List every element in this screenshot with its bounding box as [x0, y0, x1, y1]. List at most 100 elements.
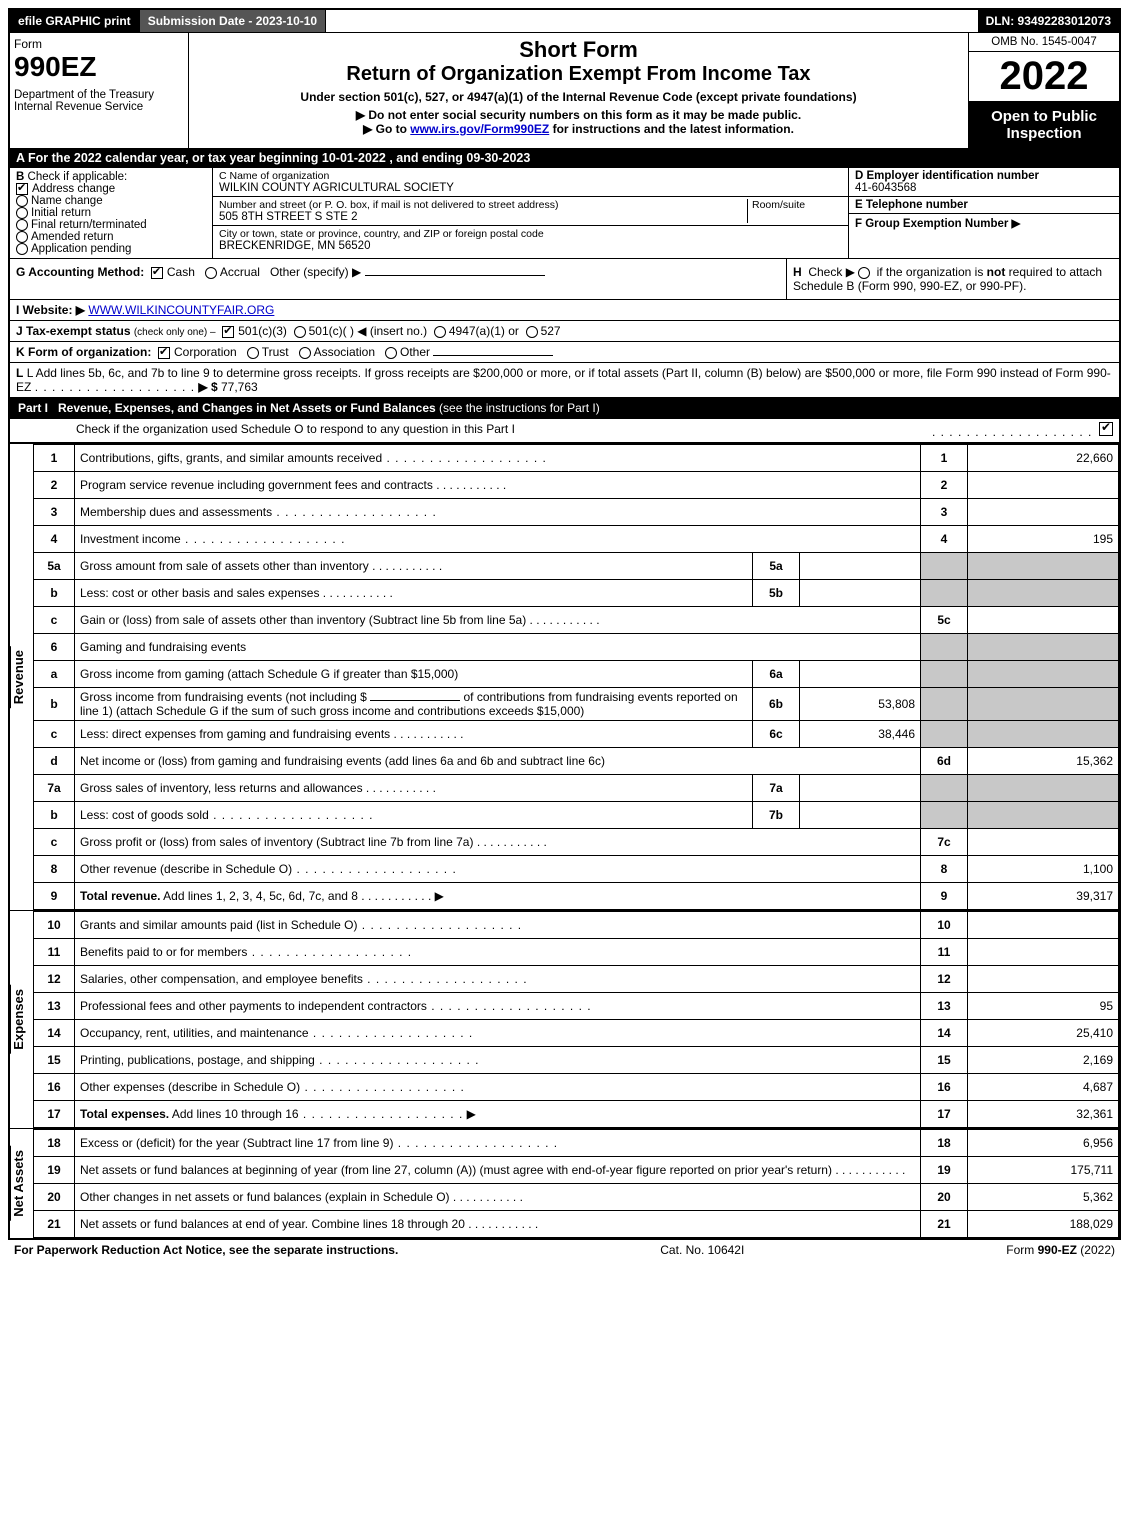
note-ssn: ▶ Do not enter social security numbers o… — [193, 108, 964, 122]
check-amended[interactable] — [16, 231, 28, 243]
line-7a: 7aGross sales of inventory, less returns… — [34, 775, 1119, 802]
netassets-section: Net Assets 18Excess or (deficit) for the… — [10, 1128, 1119, 1238]
subtitle: Under section 501(c), 527, or 4947(a)(1)… — [193, 90, 964, 104]
c-city-label: City or town, state or province, country… — [219, 228, 842, 240]
check-501c3[interactable] — [222, 326, 234, 338]
dept-treasury: Department of the Treasury — [14, 89, 184, 101]
initial-label: Initial return — [31, 207, 91, 219]
part1-title: Revenue, Expenses, and Changes in Net As… — [58, 401, 436, 415]
check-cash[interactable] — [151, 267, 163, 279]
check-assoc[interactable] — [299, 347, 311, 359]
part1-check-note: Check if the organization used Schedule … — [16, 422, 515, 436]
omb-number: OMB No. 1545-0047 — [969, 33, 1119, 52]
line-8: 8Other revenue (describe in Schedule O)8… — [34, 856, 1119, 883]
footer-right: Form 990-EZ (2022) — [1006, 1243, 1115, 1257]
dept-irs: Internal Revenue Service — [14, 101, 184, 113]
line-5b: bLess: cost or other basis and sales exp… — [34, 580, 1119, 607]
revenue-table: 1Contributions, gifts, grants, and simil… — [33, 444, 1119, 910]
line-6d: dNet income or (loss) from gaming and fu… — [34, 748, 1119, 775]
e-label: E Telephone number — [855, 199, 1113, 211]
check-h[interactable] — [858, 267, 870, 279]
website-link[interactable]: WWW.WILKINCOUNTYFAIR.ORG — [88, 303, 274, 317]
efile-label: efile GRAPHIC print — [10, 10, 140, 32]
check-pending[interactable] — [16, 243, 28, 255]
assoc-label: Association — [314, 345, 375, 359]
check-501c[interactable] — [294, 326, 306, 338]
line-14: 14Occupancy, rent, utilities, and mainte… — [34, 1020, 1119, 1047]
footer-left: For Paperwork Reduction Act Notice, see … — [14, 1243, 398, 1257]
other-label: Other — [400, 345, 430, 359]
check-trust[interactable] — [247, 347, 259, 359]
check-name-change[interactable] — [16, 195, 28, 207]
cash-label: Cash — [167, 265, 195, 279]
org-street: 505 8TH STREET S STE 2 — [219, 211, 747, 223]
line-13: 13Professional fees and other payments t… — [34, 993, 1119, 1020]
opt-527: 527 — [541, 324, 561, 338]
footer: For Paperwork Reduction Act Notice, see … — [8, 1240, 1121, 1260]
topbar: efile GRAPHIC print Submission Date - 20… — [10, 10, 1119, 32]
col-b: B Check if applicable: Address change Na… — [10, 168, 213, 258]
line-15: 15Printing, publications, postage, and s… — [34, 1047, 1119, 1074]
revenue-sidebar: Revenue — [10, 646, 33, 708]
line-2: 2Program service revenue including gover… — [34, 472, 1119, 499]
part1-check-row: Check if the organization used Schedule … — [10, 419, 1119, 443]
c-name-label: C Name of organization — [219, 170, 842, 182]
line-6: 6Gaming and fundraising events — [34, 634, 1119, 661]
line-6b: bGross income from fundraising events (n… — [34, 688, 1119, 721]
dln: DLN: 93492283012073 — [978, 10, 1119, 32]
netassets-table: 18Excess or (deficit) for the year (Subt… — [33, 1129, 1119, 1238]
part1-header: Part I Revenue, Expenses, and Changes in… — [10, 397, 1119, 419]
section-i: I Website: ▶ WWW.WILKINCOUNTYFAIR.ORG — [10, 300, 1119, 321]
org-city: BRECKENRIDGE, MN 56520 — [219, 240, 842, 252]
c-street-label: Number and street (or P. O. box, if mail… — [219, 199, 747, 211]
expenses-section: Expenses 10Grants and similar amounts pa… — [10, 910, 1119, 1128]
section-gh: G Accounting Method: Cash Accrual Other … — [10, 259, 1119, 300]
accrual-label: Accrual — [220, 265, 260, 279]
check-addr-change[interactable] — [16, 183, 28, 195]
d-label: D Employer identification number — [855, 170, 1113, 182]
form-container: efile GRAPHIC print Submission Date - 20… — [8, 8, 1121, 1240]
section-j: J Tax-exempt status (check only one) – 5… — [10, 321, 1119, 342]
section-a: A For the 2022 calendar year, or tax yea… — [10, 148, 1119, 168]
tax-year: 2022 — [969, 52, 1119, 102]
final-label: Final return/terminated — [31, 219, 147, 231]
line-21: 21Net assets or fund balances at end of … — [34, 1211, 1119, 1238]
header: Form 990EZ Department of the Treasury In… — [10, 32, 1119, 148]
check-final[interactable] — [16, 219, 28, 231]
line-10: 10Grants and similar amounts paid (list … — [34, 912, 1119, 939]
line-18: 18Excess or (deficit) for the year (Subt… — [34, 1130, 1119, 1157]
section-k: K Form of organization: Corporation Trus… — [10, 342, 1119, 363]
org-name: WILKIN COUNTY AGRICULTURAL SOCIETY — [219, 182, 842, 194]
check-initial[interactable] — [16, 207, 28, 219]
part1-note: (see the instructions for Part I) — [439, 401, 600, 415]
corp-label: Corporation — [174, 345, 237, 359]
revenue-section: Revenue 1Contributions, gifts, grants, a… — [10, 443, 1119, 910]
check-527[interactable] — [526, 326, 538, 338]
irs-link[interactable]: www.irs.gov/Form990EZ — [410, 122, 549, 136]
check-accrual[interactable] — [205, 267, 217, 279]
check-other[interactable] — [385, 347, 397, 359]
footer-center: Cat. No. 10642I — [660, 1243, 744, 1257]
check-schedule-o[interactable] — [1099, 422, 1113, 436]
line-9: 9Total revenue. Add lines 1, 2, 3, 4, 5c… — [34, 883, 1119, 910]
j-note: (check only one) – — [134, 327, 216, 338]
line-6a: aGross income from gaming (attach Schedu… — [34, 661, 1119, 688]
part1-label: Part I — [18, 401, 58, 415]
j-label: J Tax-exempt status — [16, 324, 131, 338]
note-goto: ▶ Go to www.irs.gov/Form990EZ for instru… — [193, 122, 964, 136]
amended-label: Amended return — [31, 231, 113, 243]
pending-label: Application pending — [31, 243, 131, 255]
line-5a: 5aGross amount from sale of assets other… — [34, 553, 1119, 580]
line-11: 11Benefits paid to or for members11 — [34, 939, 1119, 966]
other-specify-label: Other (specify) ▶ — [270, 265, 361, 279]
opt-501c: 501(c)( ) ◀ (insert no.) — [309, 324, 428, 338]
room-suite-label: Room/suite — [747, 199, 842, 223]
h-label: H — [793, 265, 802, 279]
ein: 41-6043568 — [855, 182, 1113, 194]
line-1: 1Contributions, gifts, grants, and simil… — [34, 445, 1119, 472]
b-title: Check if applicable: — [28, 171, 128, 183]
check-corp[interactable] — [158, 347, 170, 359]
check-4947[interactable] — [434, 326, 446, 338]
line-7b: bLess: cost of goods sold7b — [34, 802, 1119, 829]
g-label: G Accounting Method: — [16, 265, 144, 279]
